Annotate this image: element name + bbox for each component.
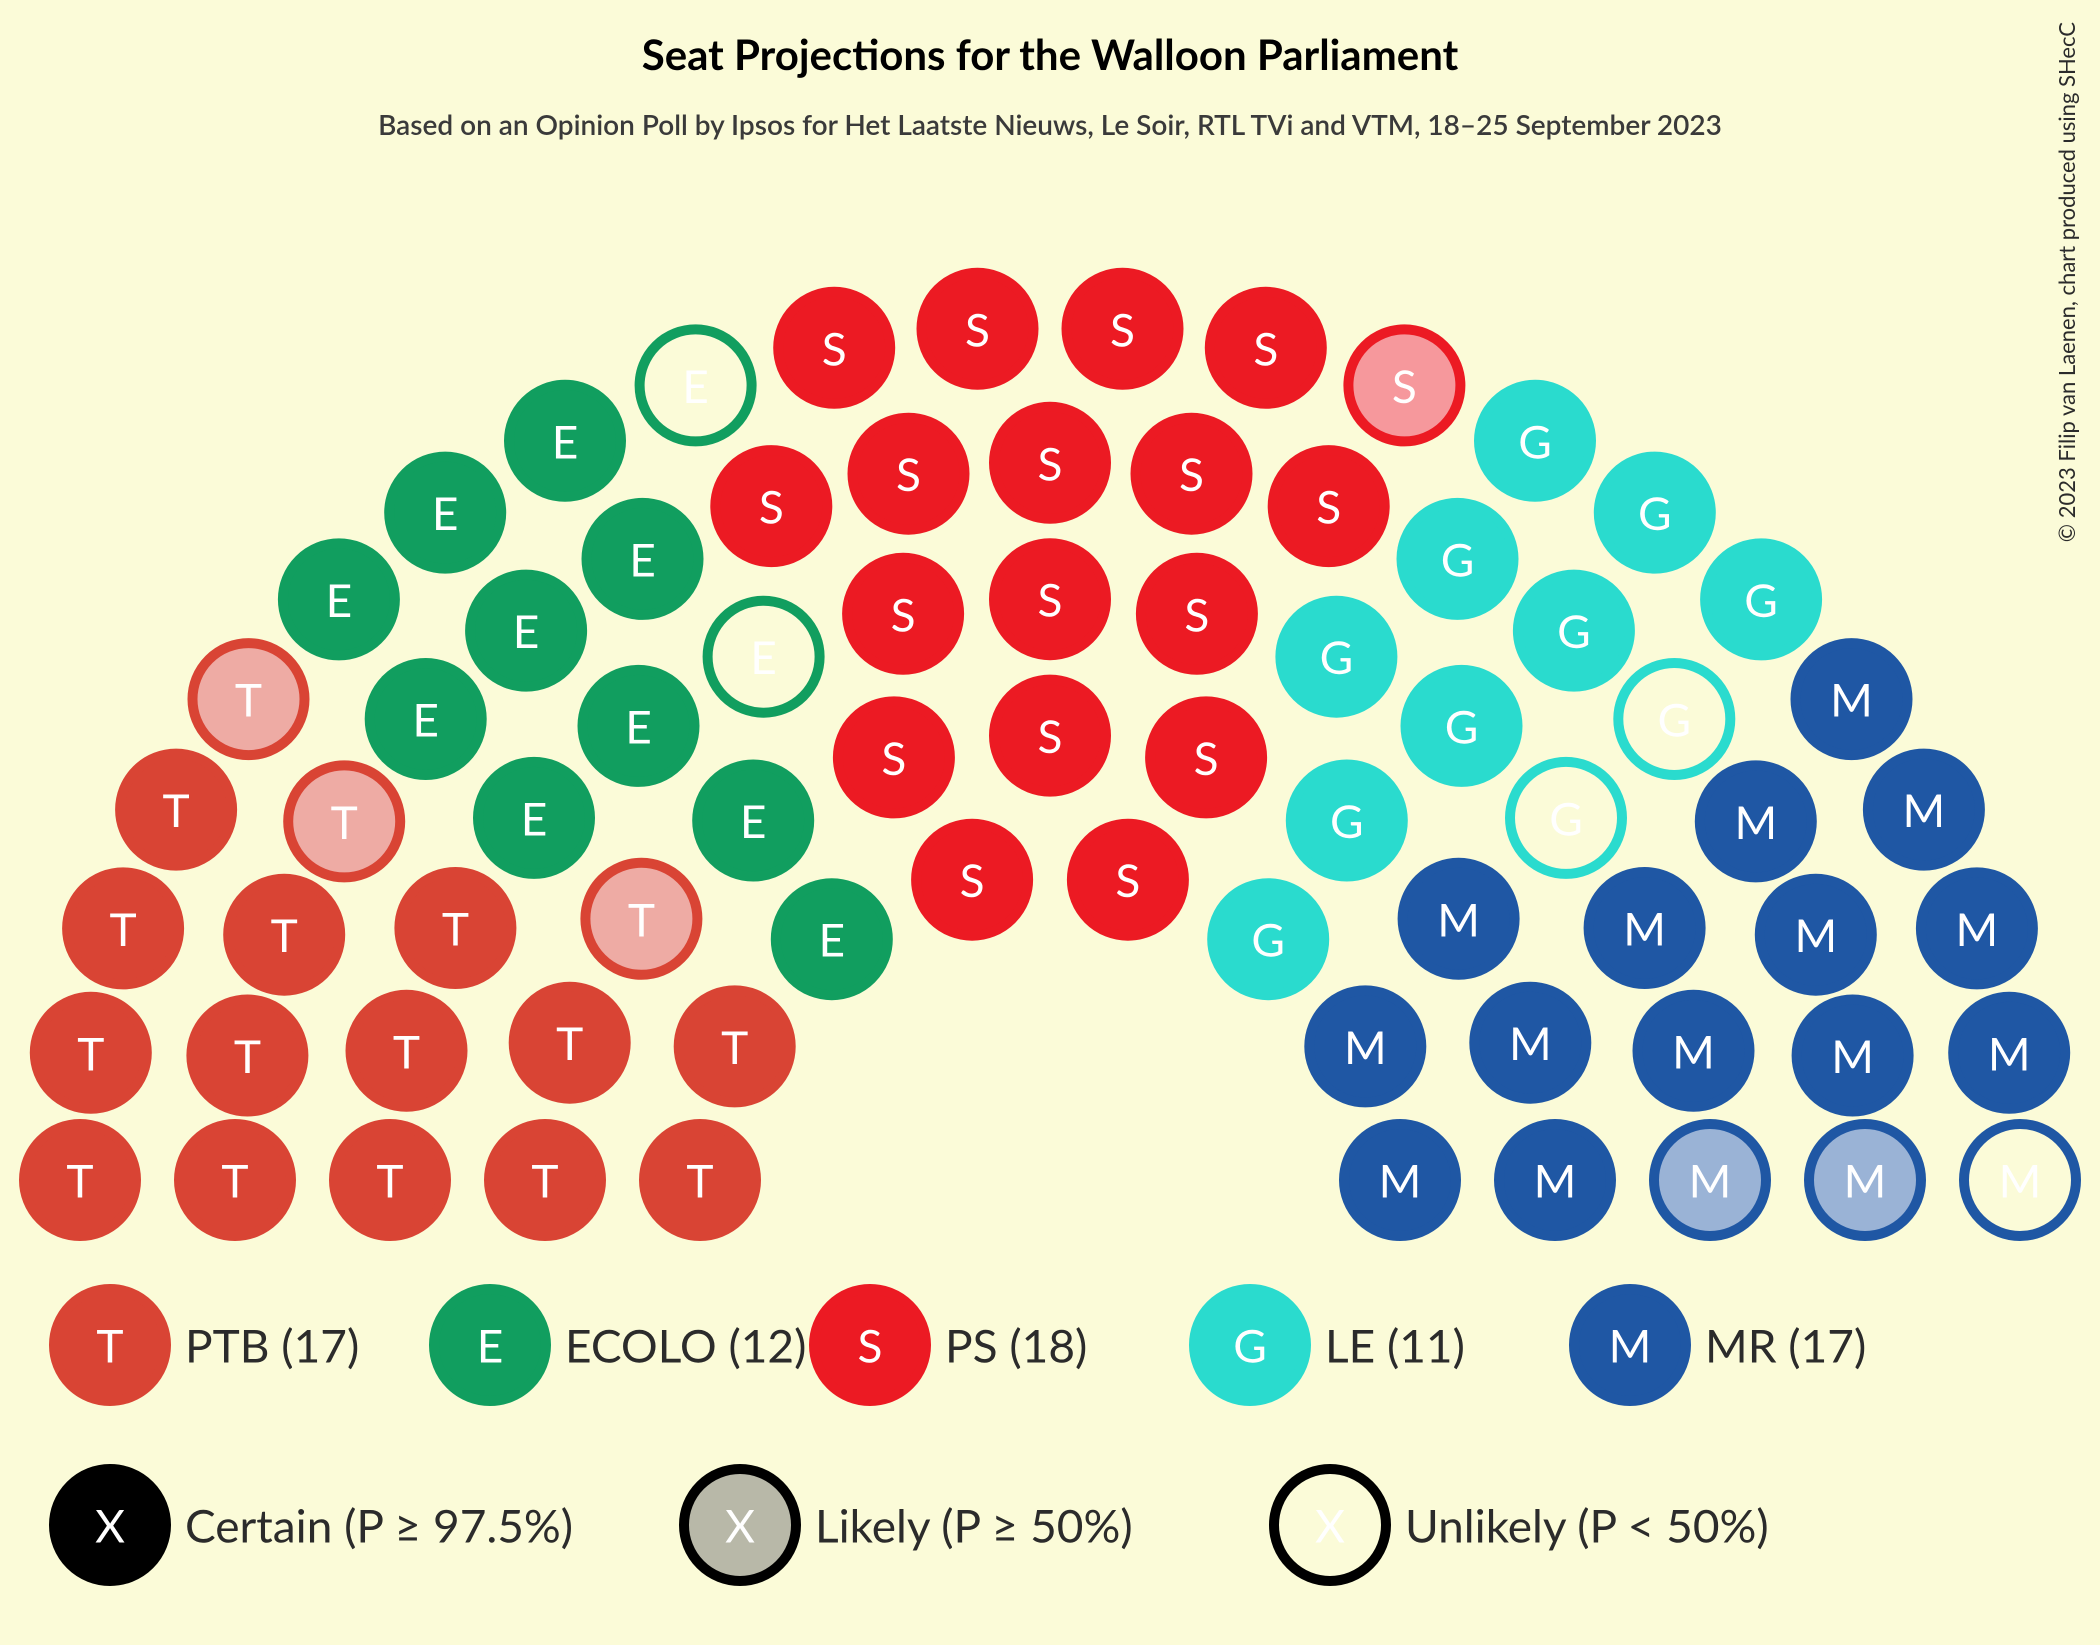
seat-mr: M	[1638, 995, 1750, 1107]
seat-ps: S	[1210, 292, 1322, 404]
legend-label-ps: PS (18)	[945, 1318, 1087, 1373]
seat-ps: S	[1072, 824, 1184, 936]
seat-mr: M	[1309, 990, 1421, 1102]
seat-le: G	[1212, 883, 1324, 995]
seat-ptb: T	[35, 997, 147, 1109]
seat-ptb: T	[191, 1000, 303, 1112]
legend-label-ecolo: ECOLO (12)	[565, 1318, 806, 1373]
seat-ps: S	[994, 407, 1106, 519]
seat-le: G	[1479, 385, 1591, 497]
seat-mr: M	[1796, 643, 1908, 755]
seat-ps: S	[1136, 418, 1248, 530]
hemicycle-chart: Seat Projections for the Walloon Parliam…	[0, 0, 2100, 1645]
seat-le: G	[1518, 575, 1630, 687]
prob-legend-label-likely: Likely (P ≥ 50%)	[815, 1498, 1133, 1553]
seat-ptb: T	[351, 995, 463, 1107]
seat-mr: M	[1499, 1124, 1611, 1236]
seat-mr: M	[1589, 872, 1701, 984]
seat-ps: S	[847, 558, 959, 670]
seat-ptb: T	[399, 872, 511, 984]
seat-ps: S	[853, 418, 965, 530]
seat-mr: M	[1809, 1124, 1921, 1236]
seat-le: G	[1510, 762, 1622, 874]
seat-ps: S	[778, 292, 890, 404]
seat-le: G	[1618, 663, 1730, 775]
seat-ecolo: E	[583, 670, 695, 782]
chart-title: Seat Projections for the Walloon Parliam…	[642, 29, 1459, 79]
seat-ptb: T	[679, 990, 791, 1102]
seat-mr: M	[1474, 987, 1586, 1099]
seat-le: G	[1705, 543, 1817, 655]
seat-le: G	[1402, 503, 1514, 615]
legend-label-mr: MR (17)	[1705, 1318, 1866, 1373]
seat-ecolo: E	[283, 543, 395, 655]
seat-le: G	[1291, 765, 1403, 877]
chart-credit: © 2023 Filip van Laenen, chart produced …	[2053, 22, 2080, 543]
seat-ps: S	[916, 824, 1028, 936]
seat-ecolo: E	[478, 762, 590, 874]
seat-ps: S	[1150, 701, 1262, 813]
seat-ptb: T	[514, 987, 626, 1099]
seat-mr: M	[1868, 754, 1980, 866]
seat-mr: M	[1403, 863, 1515, 975]
chart-subtitle: Based on an Opinion Poll by Ipsos for He…	[378, 107, 1722, 141]
seat-ecolo: E	[640, 329, 752, 441]
seat-mr: M	[1344, 1124, 1456, 1236]
prob-legend-label-unlikely: Unlikely (P < 50%)	[1405, 1498, 1769, 1553]
seat-mr: M	[1797, 1000, 1909, 1112]
seat-ptb: T	[288, 765, 400, 877]
seat-ps: S	[1273, 450, 1385, 562]
seat-ecolo: E	[370, 663, 482, 775]
seat-ps: S	[1141, 558, 1253, 670]
seat-ecolo: E	[389, 457, 501, 569]
seat-ptb: T	[193, 643, 305, 755]
seat-ps: S	[838, 701, 950, 813]
seat-ptb: T	[585, 863, 697, 975]
seat-ptb: T	[120, 754, 232, 866]
seat-ptb: T	[179, 1124, 291, 1236]
seat-ptb: T	[334, 1124, 446, 1236]
seat-ptb: T	[67, 872, 179, 984]
seat-ptb: T	[24, 1124, 136, 1236]
seat-ptb: T	[644, 1124, 756, 1236]
seat-ecolo: E	[587, 503, 699, 615]
seat-ecolo: E	[509, 385, 621, 497]
seat-mr: M	[1953, 997, 2065, 1109]
seat-ptb: T	[228, 879, 340, 991]
seat-le: G	[1280, 601, 1392, 713]
prob-legend-label-certain: Certain (P ≥ 97.5%)	[185, 1498, 573, 1553]
seat-ecolo: E	[776, 883, 888, 995]
seat-ps: S	[1067, 273, 1179, 385]
legend-label-le: LE (11)	[1325, 1318, 1465, 1373]
seat-mr: M	[1921, 872, 2033, 984]
seat-ecolo: E	[708, 601, 820, 713]
legend-label-ptb: PTB (17)	[185, 1318, 359, 1373]
seat-mr: M	[1964, 1124, 2076, 1236]
seat-ps: S	[922, 273, 1034, 385]
seat-ecolo: E	[470, 575, 582, 687]
seat-ps: S	[994, 543, 1106, 655]
seat-ps: S	[1348, 329, 1460, 441]
seat-ps: S	[994, 680, 1106, 792]
seat-le: G	[1599, 457, 1711, 569]
seat-ps: S	[715, 450, 827, 562]
seat-mr: M	[1654, 1124, 1766, 1236]
seat-ecolo: E	[697, 765, 809, 877]
seat-ptb: T	[489, 1124, 601, 1236]
seat-mr: M	[1760, 879, 1872, 991]
seat-le: G	[1406, 670, 1518, 782]
seat-mr: M	[1700, 765, 1812, 877]
